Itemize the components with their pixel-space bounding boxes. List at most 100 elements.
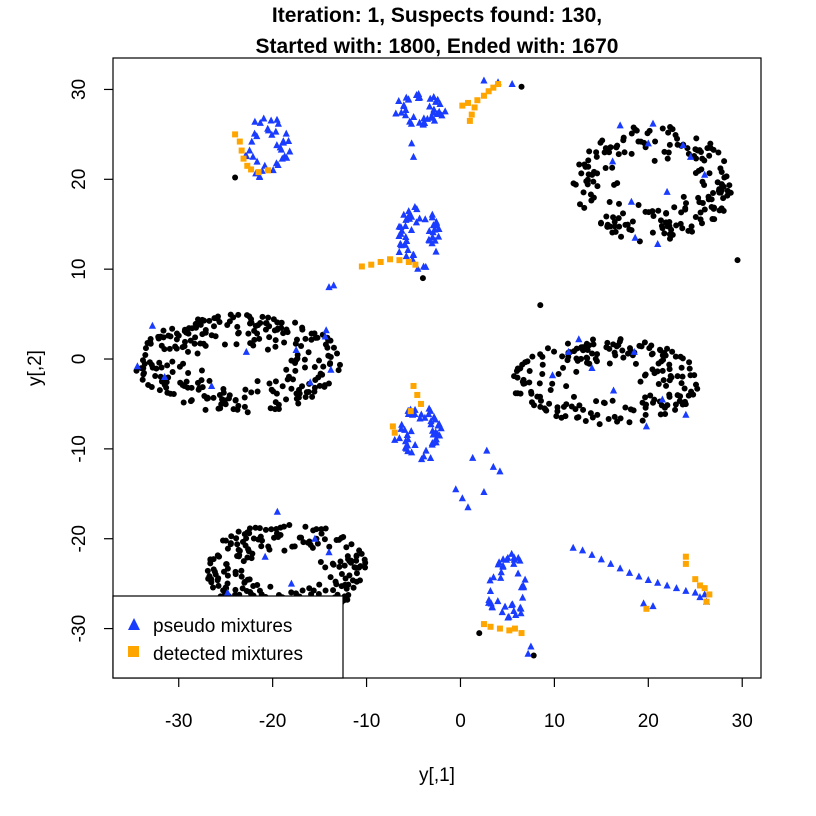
data-point	[512, 390, 519, 397]
data-point	[593, 398, 600, 405]
data-point	[490, 84, 497, 91]
data-point	[644, 576, 652, 584]
data-point	[480, 621, 487, 628]
data-point	[280, 523, 287, 530]
data-point	[353, 557, 360, 564]
data-point	[692, 213, 699, 220]
legend-square-icon	[128, 646, 139, 657]
data-point	[341, 581, 348, 588]
data-point	[245, 330, 252, 337]
data-point	[325, 283, 333, 291]
data-point	[672, 401, 679, 408]
data-point	[195, 316, 202, 323]
data-point	[606, 360, 613, 367]
data-point	[514, 569, 522, 577]
data-point	[141, 360, 148, 367]
data-point	[706, 152, 713, 159]
data-point	[232, 586, 239, 593]
data-point	[480, 92, 487, 99]
data-point	[594, 170, 601, 177]
data-point	[642, 411, 649, 418]
data-point	[502, 555, 511, 563]
data-point	[721, 158, 728, 165]
data-point	[155, 335, 162, 342]
data-point	[667, 372, 674, 379]
data-point	[278, 319, 285, 326]
y-tick-label: -20	[69, 525, 90, 552]
data-point	[306, 585, 313, 592]
data-point	[549, 380, 556, 387]
data-point	[401, 221, 410, 229]
data-point	[142, 351, 149, 358]
data-point	[348, 541, 355, 548]
data-point	[635, 572, 643, 580]
data-point	[689, 228, 696, 235]
data-point	[554, 404, 561, 411]
data-point	[576, 402, 583, 409]
data-point	[387, 256, 394, 263]
data-point	[485, 596, 493, 604]
points-layer	[133, 76, 741, 659]
data-point	[152, 373, 159, 380]
data-point	[353, 570, 360, 577]
y-axis-label: y[,2]	[25, 350, 46, 386]
data-point	[584, 359, 591, 366]
data-point	[357, 563, 364, 570]
data-point	[594, 411, 601, 418]
data-point	[397, 108, 405, 116]
data-point	[313, 526, 320, 533]
data-point	[322, 341, 329, 348]
data-point	[254, 388, 261, 395]
data-point	[261, 552, 269, 560]
data-point	[169, 369, 176, 376]
data-point	[306, 378, 314, 386]
data-point	[238, 573, 245, 580]
data-point	[506, 627, 513, 634]
data-point	[660, 377, 667, 384]
data-point	[166, 345, 173, 352]
data-point	[269, 166, 277, 174]
data-point	[404, 246, 412, 254]
data-point	[518, 630, 525, 637]
data-point	[260, 114, 268, 122]
data-point	[427, 420, 435, 428]
data-point	[435, 419, 443, 427]
data-point	[606, 199, 613, 206]
data-point	[480, 488, 488, 495]
data-point	[192, 334, 199, 341]
data-point	[597, 220, 604, 227]
data-point	[610, 214, 617, 221]
data-point	[674, 373, 681, 380]
data-point	[254, 378, 261, 385]
data-point	[425, 235, 433, 243]
data-point	[594, 351, 601, 358]
data-point	[659, 225, 666, 232]
data-point	[641, 372, 648, 379]
data-point	[255, 173, 264, 181]
data-point	[452, 485, 460, 493]
data-point	[510, 559, 518, 567]
data-point	[620, 354, 627, 361]
data-point	[611, 218, 618, 225]
data-point	[172, 343, 179, 350]
data-point	[401, 443, 410, 451]
data-point	[592, 355, 599, 362]
data-point	[428, 426, 437, 434]
data-point	[256, 525, 263, 532]
data-point	[407, 427, 415, 435]
data-point	[464, 503, 472, 511]
data-point	[726, 182, 733, 189]
data-point	[196, 385, 203, 392]
data-point	[682, 560, 689, 567]
data-point	[663, 187, 671, 195]
data-point	[316, 382, 323, 389]
data-point	[681, 385, 688, 392]
data-point	[358, 263, 365, 270]
data-point	[528, 390, 535, 397]
data-point	[543, 407, 550, 414]
data-point	[321, 382, 328, 389]
data-point	[239, 585, 246, 592]
data-point	[402, 233, 410, 241]
data-point	[630, 347, 638, 355]
data-point	[241, 579, 248, 586]
